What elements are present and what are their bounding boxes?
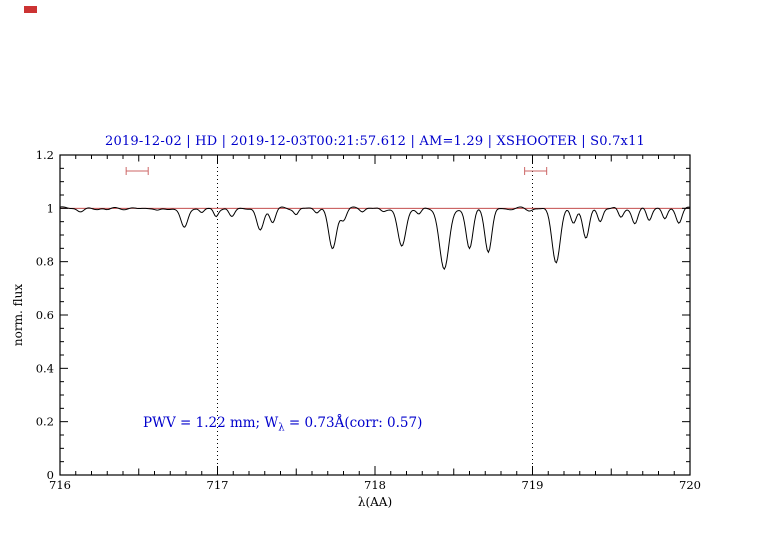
y-tick-label: 1.2 xyxy=(36,148,54,162)
spectrum-line xyxy=(59,206,691,271)
y-tick-label: 0.2 xyxy=(36,415,54,429)
red-corner-mark xyxy=(24,6,37,13)
y-tick-label: 1 xyxy=(47,201,54,215)
pwv-annotation: PWV = 1.22 mm; Wλ = 0.73Å(corr: 0.57) xyxy=(143,415,422,434)
pwv-annotation-pre: PWV = 1.22 mm; W xyxy=(143,415,279,431)
pwv-annotation-sub: λ xyxy=(278,422,285,434)
y-tick-label: 0 xyxy=(47,468,54,482)
y-tick-label: 0.4 xyxy=(36,361,54,375)
y-axis-label: norm. flux xyxy=(11,283,25,347)
x-tick-label: 716 xyxy=(49,478,71,492)
y-tick-label: 0.6 xyxy=(36,308,54,322)
x-tick-label: 718 xyxy=(364,478,386,492)
pwv-annotation-post: = 0.73Å(corr: 0.57) xyxy=(284,415,423,431)
y-tick-label: 0.8 xyxy=(36,255,54,269)
plot-title: 2019-12-02 | HD | 2019-12-03T00:21:57.61… xyxy=(104,134,646,149)
x-axis-label: λ(AA) xyxy=(357,495,393,509)
x-tick-label: 720 xyxy=(679,478,701,492)
x-tick-label: 719 xyxy=(522,478,544,492)
x-tick-label: 717 xyxy=(207,478,229,492)
